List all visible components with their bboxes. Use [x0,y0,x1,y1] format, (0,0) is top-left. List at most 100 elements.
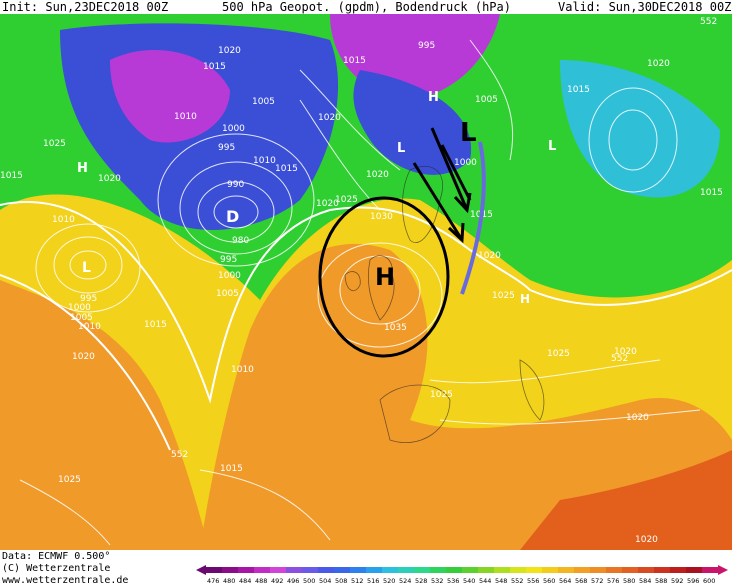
data-source: Data: ECMWF 0.500° [2,551,111,562]
scale-swatch [558,567,574,573]
isobar [213,195,259,229]
scale-label: 516 [367,577,379,585]
scale-label: 536 [447,577,459,585]
scale-label: 528 [415,577,427,585]
scale-swatch [430,567,446,573]
scale-label: 504 [319,577,331,585]
scale-label: 484 [239,577,251,585]
coast-britain [367,255,395,321]
scale-label: 596 [687,577,699,585]
scale-swatch [270,567,286,573]
scale-swatch [606,567,622,573]
isobar [157,133,315,267]
isobar-label: 980 [232,236,249,246]
geopotential-label: 552 [171,450,188,460]
isobar-label: 1025 [58,475,81,485]
geopotential-label: 552 [700,17,717,27]
isobar-label: 1010 [52,215,75,225]
geopotential-552-line [0,201,732,404]
init-time: Init: Sun,23DEC2018 00Z [2,0,169,14]
isobar [69,250,107,280]
isobar [197,181,275,243]
scale-label: 532 [431,577,443,585]
flow-arrows [412,127,472,244]
isobar [317,242,443,348]
scale-swatch [462,567,478,573]
pressure-systems: D L H H L L H [77,90,556,306]
scale-swatch [414,567,430,573]
website-text: www.wetterzentrale.de [2,575,129,586]
isobar-label: 1025 [430,390,453,400]
scale-swatch [526,567,542,573]
scale-label: 580 [623,577,635,585]
color-scale: 476 480 484 488 492 496 500 504 508 512 516 520 524 5… [196,565,728,585]
scale-swatch [590,567,606,573]
scale-label: 572 [591,577,603,585]
scale-swatch [302,567,318,573]
scale-label: 576 [607,577,619,585]
coast-ireland [344,271,361,292]
scale-label: 492 [271,577,283,585]
coast-scandinavia [402,165,443,243]
arrow-shaft [412,162,464,241]
isobar-label: 1015 [700,188,723,198]
scale-swatch [206,567,222,573]
scale-swatch [446,567,462,573]
isobar-label: 1010 [253,156,276,166]
scale-label: 540 [463,577,475,585]
isobar [608,109,658,171]
scale-swatch [702,567,718,573]
isobar [53,236,123,294]
scale-swatch [382,567,398,573]
isobar-label: 995 [80,294,97,304]
isobar [199,469,331,541]
low-center-iceland: D [226,207,239,226]
scale-label: 544 [479,577,491,585]
isobar [429,359,661,384]
isobar-label: 1020 [218,46,241,56]
scale-swatch [318,567,334,573]
scale-label: 496 [287,577,299,585]
high-center-east: H [520,292,530,306]
valid-time: Valid: Sun,30DEC2018 00Z [558,0,732,14]
isobar-label: 1005 [70,313,93,323]
isobar-label: 1010 [231,365,254,375]
scale-label: 512 [351,577,363,585]
isobar-label: 1000 [68,303,91,313]
arrow-shaft [440,144,472,201]
scale-label: 600 [703,577,715,585]
isobar-label: 1025 [492,291,515,301]
scale-swatch [286,567,302,573]
scale-swatch [478,567,494,573]
isobar [179,161,293,255]
scale-swatch [254,567,270,573]
isobar-label: 1020 [647,59,670,69]
geopotential-labels: 552 552 552 [171,17,717,460]
isobar-label: 1025 [547,349,570,359]
high-center-north: H [428,90,439,105]
geopotential-line [0,274,171,451]
scale-swatch [686,567,702,573]
scale-swatch [654,567,670,573]
isobar-label: 1015 [567,85,590,95]
scale-swatch [366,567,382,573]
isobar-label: 1000 [218,271,241,281]
warm-field-west [0,280,210,550]
cold-pool-east [560,60,720,198]
scale-swatch [542,567,558,573]
geopotential-lines [0,201,732,451]
scale-label: 476 [207,577,219,585]
coast-italy [519,359,545,421]
high-circle-annotation [318,196,450,358]
scale-arrow-left [196,565,206,575]
isobar-label: 1010 [78,322,101,332]
isobar-label: 1005 [216,289,239,299]
weather-map: 1020 1015 1015 1010 1005 1000 995 990 98… [0,14,732,550]
isobar-label: 1015 [0,171,23,181]
warm-field-south [200,243,732,550]
high-center-west: H [77,161,88,176]
isobar-label: 1000 [454,158,477,168]
annotations: H L [318,118,486,358]
isobar-label: 990 [227,180,244,190]
scale-swatch [494,567,510,573]
